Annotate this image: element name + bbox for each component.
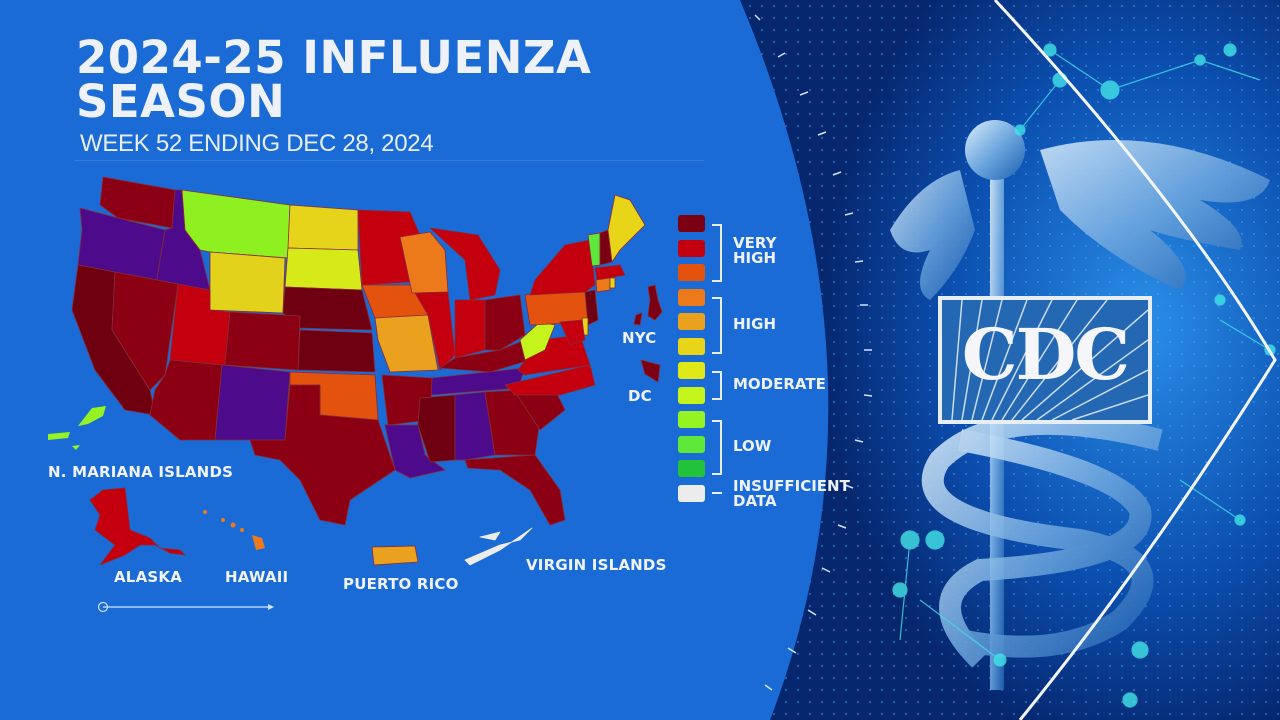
state-mt [181,189,291,259]
legend-swatch-level-12 [678,239,705,257]
state-sd [284,247,363,291]
state-mo [374,314,439,373]
state-ak [89,487,186,566]
legend-bracket-high [712,297,722,354]
legend-dash-insufficient [712,492,722,494]
cdc-logo-text: CDC [961,313,1130,396]
state-wy [209,251,286,314]
title-line-1: 2024-25 INFLUENZA [76,31,592,84]
legend-label-insufficient: INSUFFICIENT DATA [733,477,850,510]
territory-mp [48,406,106,450]
cdc-logo-rays [951,300,1148,420]
state-nm [214,364,291,441]
legend-swatch-level-13 [678,215,705,232]
state-pa [524,289,591,326]
state-fl [464,454,566,526]
legend-label-moderate: MODERATE [733,375,826,393]
state-oh [484,294,526,351]
state-hi [203,510,265,550]
state-co [224,311,301,371]
state-ma [594,264,626,281]
state-nd [287,204,359,251]
dc-inset [640,359,661,383]
label-nyc: NYC [622,329,657,347]
legend-swatch-level-4 [678,435,705,453]
label-mariana: N. MARIANA ISLANDS [48,463,234,481]
legend-swatch-level-7 [678,362,705,379]
state-nc [504,364,596,396]
state-wi [399,231,449,294]
page-subtitle: WEEK 52 ENDING DEC 28, 2024 [80,130,434,157]
label-puerto-rico: PUERTO RICO [343,575,459,593]
state-in [454,299,486,359]
legend-swatch-level-9 [678,313,705,330]
state-nv [111,271,179,391]
legend-swatch-level-8 [678,337,705,355]
state-il [414,291,456,371]
subtitle-divider [74,160,704,161]
nyc-inset [647,284,663,321]
state-nj [584,289,599,326]
legend-swatch-level-11 [678,264,705,281]
legend-swatch-level-10 [678,288,705,306]
state-ne [282,286,373,331]
state-me [607,194,646,263]
state-wa [99,176,176,229]
page-title: 2024-25 INFLUENZA SEASON [76,31,592,128]
label-dc: DC [628,387,652,405]
legend-label-very-high: VERY HIGH [733,234,777,267]
state-ks [297,329,376,373]
state-tx [249,384,396,526]
legend-bracket-very-high [712,224,722,282]
state-md [559,319,586,346]
label-hawaii: HAWAII [225,568,289,586]
state-ct [595,277,611,293]
timeline-arrow-icon [98,601,274,613]
state-al [454,391,496,461]
legend [678,215,705,509]
title-line-2: SEASON [76,75,286,128]
legend-swatch-level-3 [678,460,705,477]
state-de [581,317,589,336]
label-virgin-islands: VIRGIN ISLANDS [526,556,667,574]
territory-pr [371,545,419,566]
state-ny [529,239,596,296]
state-ms [417,394,456,463]
territory-vi [464,527,533,566]
nyc-inset-si [633,312,643,326]
label-alaska: ALASKA [114,568,183,586]
legend-swatch-insufficient [678,484,705,502]
legend-label-low: LOW [733,437,772,455]
state-ri [609,277,616,289]
legend-bracket-low [712,420,722,475]
legend-label-high: HIGH [733,315,777,333]
legend-swatch-level-5 [678,411,705,428]
legend-swatch-level-6 [678,386,705,404]
state-mi [429,227,501,301]
legend-bracket-moderate [712,371,722,400]
cdc-logo: CDC [938,296,1152,424]
